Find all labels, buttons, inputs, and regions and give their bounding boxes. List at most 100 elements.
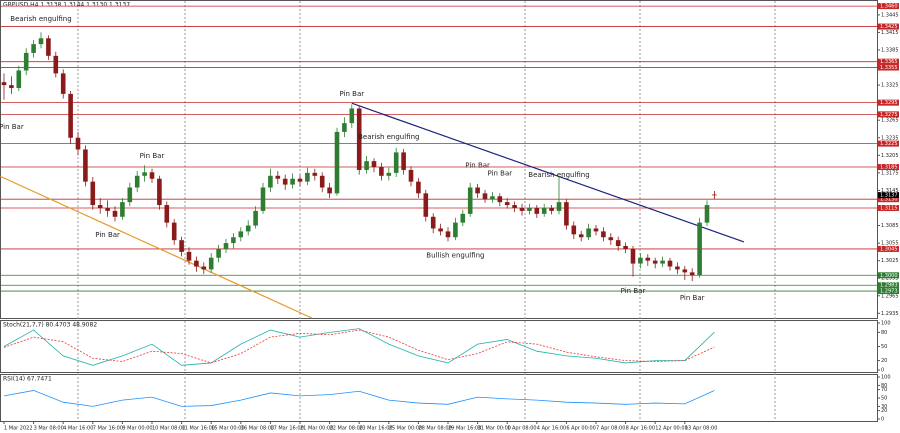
level-label-box	[878, 204, 899, 211]
level-label: 1.3275	[880, 112, 898, 118]
indicator-line	[3, 328, 715, 366]
level-label-box	[878, 23, 899, 30]
level-label-box	[878, 3, 899, 10]
candle-body	[260, 187, 266, 211]
last-price-box	[878, 192, 899, 199]
level-label-box	[878, 272, 899, 279]
y-tick-label: 1.2965	[881, 293, 899, 299]
candle-body	[416, 181, 421, 194]
candle-body	[356, 108, 362, 170]
candle-body	[142, 172, 147, 176]
candle-body	[453, 222, 458, 238]
candle-body	[83, 149, 88, 182]
main-pane	[0, 0, 878, 319]
candle-body	[297, 178, 303, 182]
candle-body	[460, 213, 466, 223]
level-label: 1.3115	[880, 205, 898, 211]
x-tick-label: 6 Apr 00:00	[566, 426, 595, 432]
candle-body	[497, 196, 503, 203]
candle-body	[127, 187, 133, 203]
level-label: 1.3225	[880, 141, 898, 147]
candle-body	[282, 178, 288, 185]
candle-body	[68, 93, 73, 138]
x-tick-label: 22 Mar 08:00	[330, 426, 363, 432]
session-lines	[77, 1, 776, 421]
level-label: 1.3295	[880, 100, 898, 106]
level-label-box	[878, 99, 899, 106]
y-tick-label: 70	[881, 387, 887, 393]
pattern-label: Bearish engulfing	[528, 171, 589, 179]
candle-body	[290, 178, 295, 185]
level-label: 1.2983	[880, 283, 898, 289]
x-tick-label: 13 Apr 08:00	[685, 426, 718, 432]
candle-body	[482, 193, 488, 200]
candle-body	[401, 152, 406, 170]
rsi-title: RSI(14) 67.7471	[3, 376, 52, 383]
candle-body	[319, 175, 325, 188]
trend-line	[351, 102, 745, 243]
candle-body	[682, 269, 688, 273]
candle-body	[194, 260, 199, 267]
candle-body	[157, 178, 162, 206]
candle-body	[253, 210, 258, 226]
candle-body	[238, 231, 244, 238]
candle-body	[371, 161, 377, 168]
y-tick-label: 1.2995	[881, 276, 899, 282]
pattern-label: Pin Bar	[0, 123, 24, 131]
candle-body	[379, 167, 384, 176]
candle-body	[578, 234, 584, 238]
stoch-title: Stoch(21,7,7) 80.4703 48.9082	[3, 322, 97, 329]
candle-body	[386, 172, 392, 176]
level-label-box	[878, 245, 899, 252]
x-tick-label: 4 Apr 16:00	[537, 426, 566, 432]
candle-body	[704, 205, 710, 223]
y-tick-label: 1.3175	[881, 170, 899, 176]
candle-body	[660, 260, 665, 264]
candle-body	[467, 187, 473, 214]
candle-body	[46, 38, 51, 56]
x-tick-label: 31 Mar 00:00	[478, 426, 511, 432]
level-label: 1.3130	[880, 197, 898, 203]
candle-body	[608, 237, 614, 241]
y-tick-label: 1.3235	[881, 135, 899, 141]
pattern-label: Pin Bar	[465, 161, 490, 169]
level-label-box	[878, 288, 899, 295]
candle-body	[408, 169, 414, 182]
candle-body	[231, 237, 236, 244]
last-price-label: 1.3137	[880, 193, 898, 199]
candle-body	[675, 266, 680, 270]
candle-body	[630, 248, 636, 264]
candle-body	[186, 251, 192, 261]
stoch-pane	[0, 320, 878, 373]
level-label: 1.2973	[880, 289, 898, 295]
x-tick-label: 4 Mar 16:00	[63, 426, 93, 432]
y-tick-label: 100	[881, 375, 891, 381]
candle-body	[342, 123, 347, 132]
y-tick-label: 30	[881, 404, 887, 410]
candle-body	[586, 228, 591, 238]
x-tick-label: 7 Apr 08:00	[596, 426, 625, 432]
candle-body	[601, 231, 606, 238]
x-tick-label: 25 Mar 00:00	[389, 426, 422, 432]
candle-body	[571, 225, 577, 235]
indicator-line	[3, 329, 715, 364]
candle-body	[38, 38, 44, 45]
pattern-label: Pin Bar	[621, 287, 646, 295]
level-label-box	[878, 282, 899, 289]
candle-body	[512, 205, 517, 208]
y-tick-label: 0	[881, 417, 884, 423]
y-tick-label: 1.3055	[881, 241, 899, 247]
level-label-box	[878, 64, 899, 71]
candle-body	[312, 172, 318, 176]
candle-body	[667, 260, 673, 267]
candle-body	[519, 207, 525, 211]
level-label-box	[878, 196, 899, 203]
level-label: 1.3000	[880, 273, 898, 279]
y-tick-label: 1.3025	[881, 258, 899, 264]
y-tick-label: 20	[881, 408, 887, 414]
y-tick-label: 1.3145	[881, 188, 899, 194]
pattern-label: Pin Bar	[95, 231, 120, 239]
x-tick-label: 16 Mar 08:00	[241, 426, 274, 432]
pattern-label: Bearish engulfing	[10, 15, 71, 23]
candle-body	[593, 228, 599, 232]
